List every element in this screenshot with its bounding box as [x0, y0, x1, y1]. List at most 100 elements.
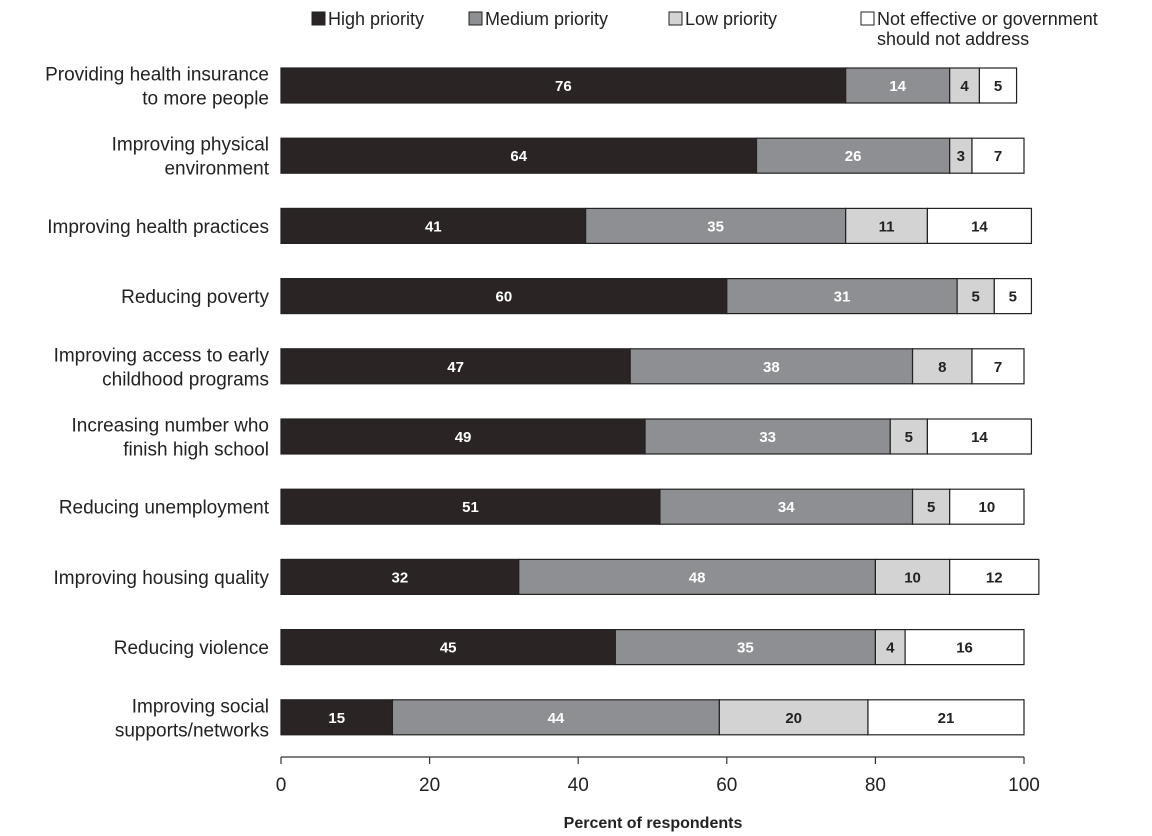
bar-segment: [978, 67, 1018, 104]
legend-label: High priority: [328, 9, 424, 29]
data-label: 41: [425, 218, 442, 235]
bar-segment: [585, 207, 847, 244]
x-tick-label: 100: [1008, 775, 1040, 796]
data-label: 14: [971, 429, 988, 446]
bar-segment: [904, 628, 1025, 666]
bar-segment: [845, 207, 929, 244]
bar-segment: [971, 348, 1025, 385]
bar-segment: [755, 137, 951, 174]
bar-segment: [874, 558, 951, 596]
bar-segment: [518, 558, 877, 596]
bar-segment: [280, 488, 661, 525]
category-label: Reducing unemployment: [59, 498, 270, 519]
category-label: Improving physical: [112, 135, 269, 156]
legend-swatch: [468, 11, 483, 26]
data-label: 10: [979, 499, 996, 516]
bar-row: 51 34 5 10: [280, 488, 1025, 525]
data-label: 76: [555, 78, 572, 95]
data-label: 3: [957, 148, 965, 165]
bar-segment: [926, 207, 1033, 244]
bar-segment: [280, 278, 728, 315]
data-label: 48: [689, 569, 706, 586]
x-tick-label: 80: [865, 775, 886, 796]
bar-row: 41 35 11 14: [280, 207, 1033, 244]
bar-segment: [889, 418, 929, 455]
data-label: 14: [971, 218, 988, 235]
legend-swatch: [311, 11, 326, 26]
data-label: 49: [455, 429, 472, 446]
category-label: Increasing number who: [72, 416, 270, 437]
data-label: 10: [904, 569, 921, 586]
data-label: 5: [927, 499, 935, 516]
bar-segment: [956, 278, 995, 315]
data-label: 7: [994, 148, 1002, 165]
bar-segment: [280, 348, 631, 385]
bar-row: 15 44 20 21: [280, 699, 1025, 736]
x-tick-label: 0: [276, 775, 287, 796]
data-label: 20: [785, 710, 802, 727]
bar-row: 45 35 4 16: [280, 628, 1025, 666]
bar-row: 32 48 10 12: [280, 558, 1040, 596]
category-label: to more people: [142, 89, 269, 110]
bar-segment: [280, 137, 758, 174]
category-label: Improving social: [132, 696, 269, 717]
bar-segment: [949, 67, 981, 104]
bar-row: 76 14 4 5: [280, 67, 1018, 104]
data-label: 5: [1009, 289, 1017, 306]
data-label: 12: [986, 569, 1003, 586]
data-label: 38: [763, 359, 780, 376]
category-label: Providing health insurance: [45, 65, 269, 86]
category-label: Reducing poverty: [121, 287, 269, 308]
data-label: 34: [778, 499, 795, 516]
bar-row: 47 38 8 7: [280, 348, 1025, 385]
bar-row: 49 33 5 14: [280, 418, 1033, 455]
bar-segment: [911, 348, 973, 385]
data-label: 5: [994, 78, 1002, 95]
category-label: Improving access to early: [54, 345, 270, 366]
data-label: 15: [328, 710, 345, 727]
category-label: Reducing violence: [114, 638, 269, 659]
bar-segment: [659, 488, 914, 525]
data-label: 26: [845, 148, 862, 165]
bar-row: 60 31 5 5: [280, 278, 1033, 315]
legend-swatch: [668, 11, 683, 26]
bar-segment: [280, 67, 847, 104]
data-label: 11: [879, 218, 895, 235]
bar-segment: [629, 348, 914, 385]
category-label: Improving housing quality: [54, 568, 270, 589]
bar-segment: [726, 278, 958, 315]
data-label: 4: [960, 78, 969, 95]
category-label: childhood programs: [102, 369, 269, 390]
data-label: 51: [462, 499, 479, 516]
bar-segment: [926, 418, 1033, 455]
x-axis: 0 20 40 60 80 100: [276, 756, 1040, 796]
category-label: supports/networks: [115, 720, 269, 741]
x-tick-label: 40: [568, 775, 589, 796]
bar-segment: [718, 699, 869, 736]
bar-segment: [614, 628, 876, 666]
bar-segment: [391, 699, 720, 736]
category-label: environment: [164, 159, 269, 180]
data-label: 7: [994, 359, 1002, 376]
data-label: 47: [447, 359, 464, 376]
bar-segment: [280, 207, 587, 244]
data-label: 45: [440, 640, 457, 657]
legend-label: Medium priority: [485, 9, 608, 29]
bar-segment: [993, 278, 1033, 315]
data-label: 35: [707, 218, 724, 235]
bar-segment: [845, 67, 951, 104]
bar-segment: [949, 488, 1025, 525]
legend-label: should not address: [877, 29, 1029, 49]
bar-segment: [971, 137, 1025, 174]
bar-segment: [911, 488, 951, 525]
x-tick-label: 20: [419, 775, 440, 796]
data-label: 64: [510, 148, 527, 165]
data-label: 31: [834, 289, 851, 306]
category-label: Improving health practices: [47, 217, 269, 238]
data-label: 5: [972, 289, 980, 306]
legend-label: Low priority: [685, 9, 777, 29]
data-label: 32: [392, 569, 409, 586]
data-label: 8: [938, 359, 946, 376]
